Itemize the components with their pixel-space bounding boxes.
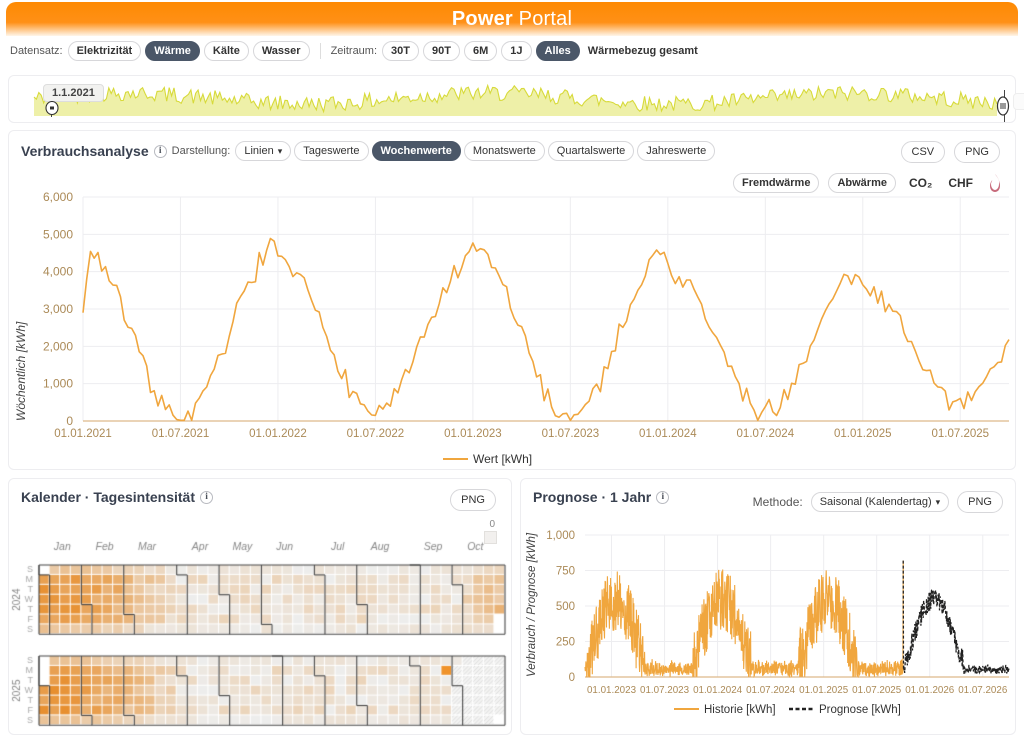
svg-text:750: 750 — [556, 566, 575, 578]
svg-text:6,000: 6,000 — [43, 190, 73, 204]
svg-text:500: 500 — [556, 601, 575, 613]
svg-text:3,000: 3,000 — [43, 302, 73, 316]
svg-text:0: 0 — [569, 672, 575, 684]
svg-text:01.07.2023: 01.07.2023 — [640, 685, 690, 696]
svg-text:01.07.2023: 01.07.2023 — [542, 428, 600, 440]
svg-text:01.07.2024: 01.07.2024 — [746, 685, 796, 696]
svg-text:01.07.2024: 01.07.2024 — [737, 428, 795, 440]
svg-text:2,000: 2,000 — [43, 339, 73, 353]
svg-text:Historie [kWh]: Historie [kWh] — [704, 704, 776, 716]
svg-text:01.01.2022: 01.01.2022 — [249, 428, 307, 440]
svg-text:01.07.2021: 01.07.2021 — [152, 428, 210, 440]
svg-text:250: 250 — [556, 637, 575, 649]
svg-text:01.01.2024: 01.01.2024 — [693, 685, 743, 696]
svg-text:01.01.2023: 01.01.2023 — [587, 685, 637, 696]
svg-text:01.01.2026: 01.01.2026 — [905, 685, 955, 696]
svg-text:01.01.2021: 01.01.2021 — [54, 428, 112, 440]
svg-text:01.07.2025: 01.07.2025 — [852, 685, 902, 696]
svg-text:1,000: 1,000 — [43, 377, 73, 391]
svg-text:01.01.2024: 01.01.2024 — [639, 428, 697, 440]
svg-text:Verbrauch / Prognose [kWh]: Verbrauch / Prognose [kWh] — [526, 532, 538, 677]
svg-text:Wert [kWh]: Wert [kWh] — [473, 452, 532, 466]
svg-text:4,000: 4,000 — [43, 265, 73, 279]
svg-text:01.07.2022: 01.07.2022 — [347, 428, 405, 440]
svg-text:01.01.2025: 01.01.2025 — [834, 428, 892, 440]
svg-text:5,000: 5,000 — [43, 227, 73, 241]
svg-text:01.01.2025: 01.01.2025 — [799, 685, 849, 696]
svg-text:01.01.2023: 01.01.2023 — [444, 428, 502, 440]
svg-text:0: 0 — [66, 414, 73, 428]
svg-text:1,000: 1,000 — [546, 530, 575, 542]
svg-text:01.07.2026: 01.07.2026 — [958, 685, 1008, 696]
svg-text:Wöchentlich [kWh]: Wöchentlich [kWh] — [14, 321, 28, 421]
svg-text:Prognose [kWh]: Prognose [kWh] — [819, 704, 901, 716]
svg-text:01.07.2025: 01.07.2025 — [931, 428, 989, 440]
